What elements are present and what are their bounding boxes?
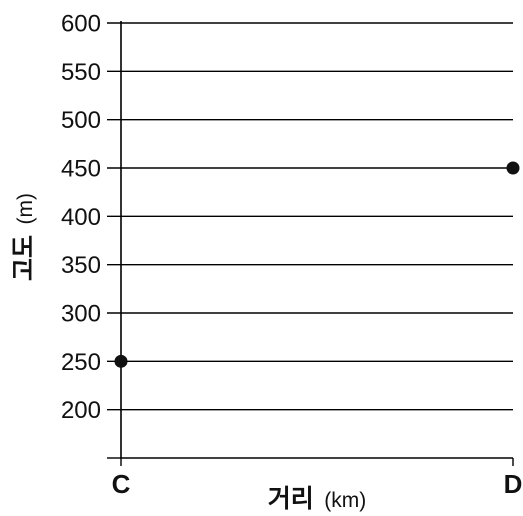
- y-tick-label-250: 250: [61, 349, 101, 376]
- y-tick-label-200: 200: [61, 397, 101, 424]
- y-axis-title: 고도 (m): [9, 193, 38, 281]
- axes: [120, 21, 513, 459]
- y-tick-label-450: 450: [61, 156, 101, 183]
- y-tick-label-500: 500: [61, 107, 101, 134]
- x-axis-title-main: 거리: [268, 484, 314, 513]
- data-point-D: [506, 161, 520, 175]
- y-axis-title-main: 고도: [9, 235, 38, 281]
- x-axis-title-unit: (km): [324, 489, 366, 512]
- y-tick-label-550: 550: [61, 59, 101, 86]
- data-point-C: [114, 354, 128, 368]
- gridlines: [107, 22, 513, 459]
- x-axis-title: 거리 (km): [268, 484, 366, 513]
- data-points: [114, 161, 520, 368]
- x-category-label-D: D: [504, 469, 523, 499]
- y-tick-labels: 200 250 300 350 400 450 500 550 600: [61, 11, 101, 425]
- x-category-label-C: C: [112, 469, 131, 499]
- y-tick-label-600: 600: [61, 11, 101, 38]
- y-tick-label-300: 300: [61, 301, 101, 328]
- y-axis-title-unit: (m): [14, 193, 37, 224]
- y-tick-label-350: 350: [61, 252, 101, 279]
- y-tick-label-400: 400: [61, 204, 101, 231]
